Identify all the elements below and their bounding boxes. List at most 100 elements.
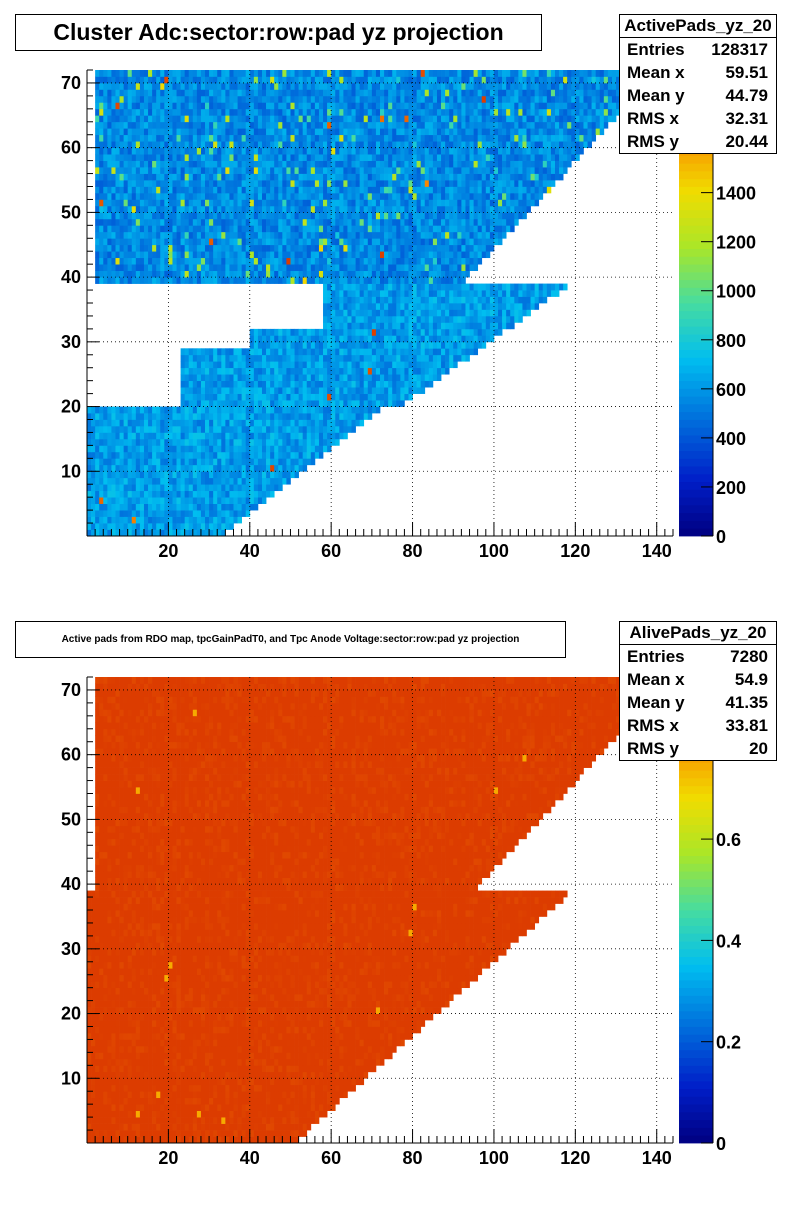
heatmap-cell [270, 180, 275, 187]
heatmap-cell [465, 121, 470, 129]
heatmap-cell [139, 121, 145, 129]
heatmap-cell [554, 147, 560, 155]
heatmap-cell [95, 238, 100, 246]
heatmap-cell [241, 510, 247, 517]
heatmap-cell [143, 121, 149, 129]
heatmap-cell [375, 264, 381, 271]
heatmap-cell [131, 225, 137, 233]
heatmap-cell [87, 445, 92, 453]
heatmap-cell [233, 354, 238, 362]
heatmap-cell [375, 160, 381, 168]
heatmap-cell [375, 380, 381, 388]
heatmap-cell [485, 251, 491, 259]
heatmap-cell [282, 270, 287, 278]
heatmap-cell [245, 128, 251, 136]
heatmap-cell [306, 218, 312, 226]
heatmap-cell [412, 283, 417, 291]
heatmap-cell [339, 212, 344, 220]
heatmap-cell [445, 322, 450, 330]
heatmap-cell [135, 277, 141, 284]
heatmap-cell [323, 361, 328, 369]
heatmap-cell [111, 270, 116, 278]
heatmap-cell [351, 173, 356, 181]
heatmap-cell [123, 484, 129, 492]
heatmap-cell [266, 212, 271, 220]
heatmap-cell [205, 115, 210, 123]
heatmap-cell [359, 348, 365, 356]
heatmap-cell [213, 205, 218, 213]
heatmap-cell [205, 212, 210, 220]
heatmap-cell [176, 419, 181, 427]
heatmap-cell [331, 257, 336, 265]
heatmap-cell [143, 141, 149, 149]
heatmap-cell [416, 238, 422, 246]
heatmap-cell [233, 134, 238, 142]
heatmap-cell [253, 244, 259, 252]
heatmap-cell [310, 264, 316, 271]
heatmap-cell [453, 322, 458, 330]
heatmap-cell [266, 115, 271, 123]
heatmap-cell [298, 134, 304, 142]
heatmap-cell [432, 199, 438, 207]
heatmap-cell [359, 199, 365, 207]
heatmap-cell [343, 341, 348, 349]
heatmap-cell [245, 393, 251, 401]
heatmap-cell [441, 257, 446, 265]
heatmap-cell [253, 192, 259, 200]
heatmap-cell [221, 277, 226, 284]
heatmap-cell [196, 121, 202, 129]
heatmap-cell [384, 374, 389, 382]
heatmap-cell [257, 348, 263, 356]
heatmap-cell [192, 199, 198, 207]
heatmap-cell [359, 115, 365, 123]
heatmap-cell [449, 322, 454, 330]
heatmap-cell [257, 141, 263, 149]
heatmap-cell [351, 167, 356, 174]
heatmap-cell [367, 192, 373, 200]
heatmap-cell [229, 497, 234, 504]
heatmap-cell [335, 212, 340, 220]
heatmap-cell [249, 186, 255, 194]
heatmap-cell [253, 374, 259, 382]
heatmap-cell [237, 380, 242, 388]
heatmap-cell [209, 251, 214, 259]
heatmap-cell [327, 406, 332, 414]
heatmap-cell [510, 167, 515, 174]
heatmap-cell [306, 147, 312, 155]
heatmap-cell [314, 413, 320, 420]
heatmap-cell [205, 231, 210, 239]
heatmap-cell [233, 167, 238, 174]
heatmap-cell [245, 367, 251, 375]
heatmap-cell [318, 128, 324, 136]
heatmap-cell [514, 147, 519, 155]
heatmap-cell [371, 205, 377, 213]
heatmap-cell [217, 244, 222, 252]
heatmap-cell [180, 244, 186, 252]
heatmap-cell [184, 477, 190, 485]
heatmap-cell [408, 251, 413, 259]
heatmap-cell [249, 354, 255, 362]
heatmap-cell [453, 173, 458, 181]
heatmap-cell [465, 348, 470, 356]
heatmap-cell [396, 277, 401, 284]
heatmap-cell [493, 328, 499, 336]
heatmap-cell [575, 128, 580, 136]
heatmap-cell [424, 205, 430, 213]
heatmap-cell [375, 303, 381, 310]
heatmap-cell [286, 374, 291, 382]
heatmap-cell [412, 192, 417, 200]
heatmap-cell [180, 523, 186, 530]
heatmap-cell [424, 180, 430, 187]
heatmap-cell [184, 199, 190, 207]
heatmap-cell [554, 121, 560, 129]
heatmap-cell [188, 413, 194, 420]
heatmap-cell [367, 374, 373, 382]
heatmap-cell [489, 180, 495, 187]
heatmap-cell [371, 186, 377, 194]
heatmap-cell [200, 477, 206, 485]
heatmap-cell [331, 290, 336, 297]
heatmap-cell [367, 413, 373, 420]
heatmap-cell [318, 400, 324, 407]
heatmap-cell [168, 438, 173, 446]
heatmap-cell [229, 380, 234, 388]
